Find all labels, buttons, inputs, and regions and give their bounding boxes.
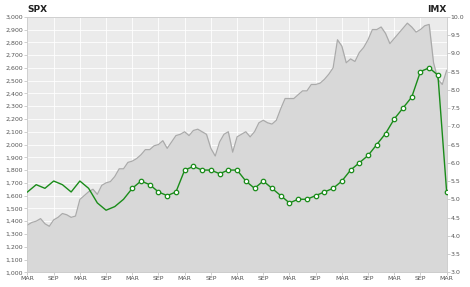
- Text: IMX: IMX: [427, 5, 446, 14]
- Text: SPX: SPX: [27, 5, 47, 14]
